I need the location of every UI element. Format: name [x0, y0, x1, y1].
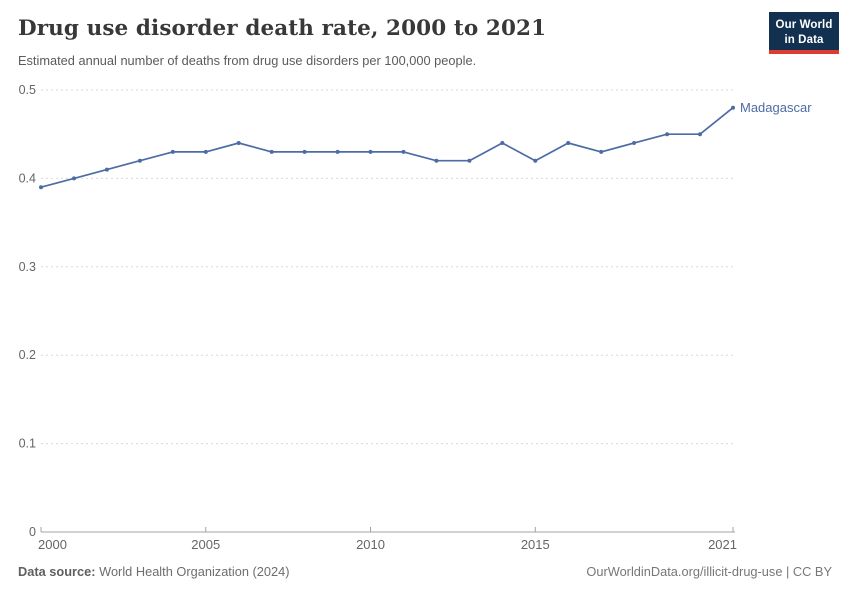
- y-tick-label: 0: [29, 525, 36, 539]
- entity-label[interactable]: Madagascar: [740, 100, 812, 115]
- owid-logo-stripe: [769, 50, 839, 54]
- data-point: [368, 149, 373, 154]
- data-point: [236, 141, 241, 145]
- data-point: [731, 105, 735, 110]
- data-point: [632, 141, 637, 145]
- data-point: [533, 158, 538, 163]
- chart-footer: Data source: World Health Organization (…: [0, 564, 850, 579]
- data-point: [72, 176, 76, 181]
- data-point: [137, 158, 142, 163]
- data-point: [401, 149, 406, 154]
- data-line-madagascar[interactable]: [40, 107, 734, 189]
- data-point: [203, 149, 208, 154]
- page-title: Drug use disorder death rate, 2000 to 20…: [18, 16, 547, 41]
- data-point: [104, 167, 109, 172]
- x-tick-label: 2000: [38, 537, 67, 552]
- owid-logo-text: Our World in Data: [775, 19, 833, 46]
- y-tick-label: 0.2: [19, 348, 36, 362]
- x-tick-label: 2005: [191, 537, 220, 552]
- data-point: [500, 141, 505, 145]
- y-tick-label: 0.1: [19, 437, 36, 451]
- data-point: [302, 149, 307, 154]
- data-point: [434, 158, 439, 163]
- data-point: [599, 149, 604, 154]
- x-tick-label: 2021: [708, 537, 737, 552]
- y-tick-label: 0.3: [19, 260, 36, 274]
- data-point: [467, 158, 472, 163]
- x-tick-label: 2010: [356, 537, 385, 552]
- y-tick-label: 0.4: [19, 171, 36, 185]
- data-point: [39, 185, 43, 190]
- data-point: [335, 149, 340, 154]
- data-point: [698, 132, 702, 137]
- owid-logo: Our World in Data: [769, 12, 839, 54]
- x-tick-label: 2015: [521, 537, 550, 552]
- y-tick-label: 0.5: [19, 83, 36, 97]
- data-point: [566, 141, 571, 145]
- data-point: [170, 149, 175, 154]
- license-link[interactable]: OurWorldinData.org/illicit-drug-use | CC…: [586, 564, 832, 579]
- data-point: [269, 149, 274, 154]
- data-source-note: Data source: World Health Organization (…: [18, 564, 290, 579]
- data-source-text: World Health Organization (2024): [99, 564, 290, 579]
- data-point: [665, 132, 670, 137]
- data-source-label: Data source:: [18, 564, 96, 579]
- chart-subtitle: Estimated annual number of deaths from d…: [18, 53, 477, 68]
